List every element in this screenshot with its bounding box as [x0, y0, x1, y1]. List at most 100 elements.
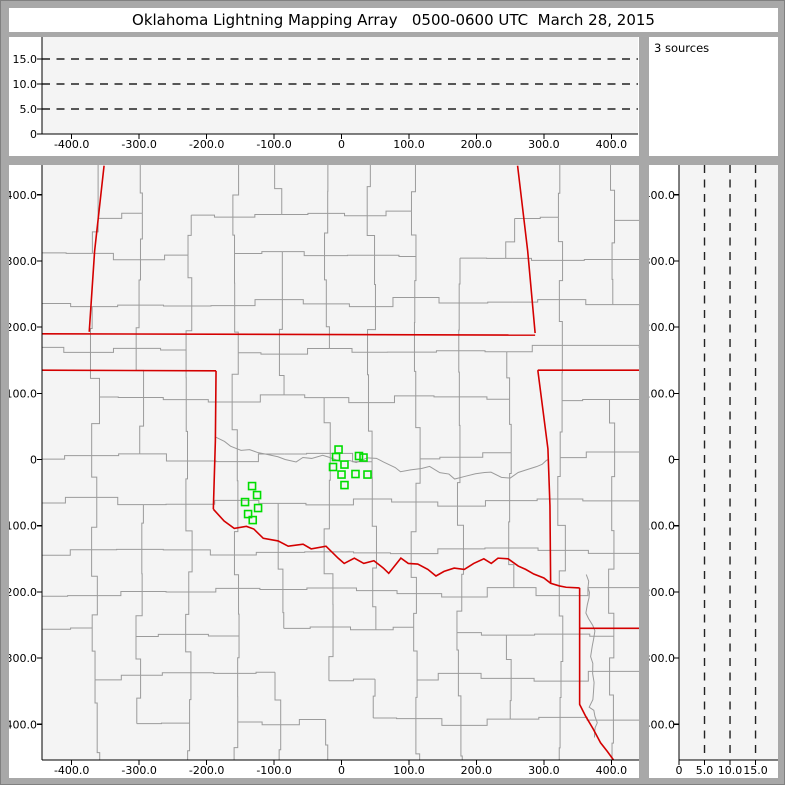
y-tick-label: -200.0	[9, 586, 37, 599]
river-line	[585, 574, 598, 738]
county-line	[367, 402, 373, 462]
y-tick-label: 300.0	[649, 255, 675, 268]
county-line	[278, 502, 330, 506]
county-line	[91, 628, 96, 680]
county-line	[514, 216, 559, 219]
county-line	[611, 220, 616, 260]
county-line	[234, 305, 239, 353]
x-tick-label: 400.0	[596, 764, 628, 777]
county-line	[324, 551, 377, 554]
county-line	[376, 552, 412, 555]
county-line	[561, 670, 610, 682]
panel-altitude-northsouth[interactable]: 400.0 300.0 200.0 100.0 0 -100.0 -200.0 -300.0 -…	[649, 165, 778, 778]
county-line	[367, 306, 376, 353]
y-tick-labels: 15.0 10.0 5.0 0	[13, 53, 42, 141]
county-line	[139, 777, 187, 778]
county-line	[231, 402, 238, 462]
county-line	[506, 351, 511, 400]
county-line	[232, 213, 282, 218]
panel-altitude-eastwest[interactable]: 15.0 10.0 5.0 0 -400.0 -300.0 -200.0 -100.0 0 100…	[9, 37, 639, 156]
county-line	[274, 165, 283, 215]
county-line	[238, 587, 283, 591]
state-borders	[42, 165, 639, 760]
county-line	[188, 549, 193, 592]
county-line	[557, 498, 612, 502]
county-line	[284, 452, 331, 455]
county-line	[512, 299, 560, 303]
county-line	[609, 399, 616, 453]
state-border-kansas-south-37N	[42, 332, 536, 336]
county-line	[505, 257, 563, 261]
lma-station-marker	[248, 515, 258, 525]
y-tick-label: 15.0	[13, 53, 38, 66]
county-line	[282, 251, 325, 257]
county-line	[614, 451, 639, 453]
county-line	[232, 165, 240, 218]
county-line	[557, 457, 561, 499]
county-line	[187, 215, 192, 256]
county-line	[91, 549, 98, 596]
county-line	[457, 673, 462, 726]
county-line	[415, 458, 421, 503]
county-line	[565, 549, 614, 554]
county-line	[562, 258, 613, 261]
county-line	[96, 721, 101, 760]
county-line	[368, 395, 416, 404]
county-line	[562, 633, 614, 637]
y-tick-label: 0	[668, 454, 675, 467]
county-line	[238, 352, 280, 355]
lma-station-marker	[359, 453, 368, 462]
county-line	[140, 672, 191, 676]
county-line	[372, 590, 417, 595]
county-line	[92, 252, 141, 261]
x-tick-label: 15.0	[743, 764, 768, 777]
county-line	[327, 212, 368, 217]
map-layers	[42, 165, 639, 778]
county-line	[611, 344, 639, 349]
sources-count-label: 3 sources	[654, 41, 710, 55]
lma-station-marker	[340, 460, 349, 469]
county-line	[185, 306, 193, 351]
county-line	[614, 219, 639, 221]
county-line	[323, 504, 330, 552]
state-border-red-river	[212, 508, 580, 589]
county-line	[91, 397, 100, 456]
y-tick-label: 100.0	[9, 387, 37, 400]
x-tick-label: -400.0	[54, 764, 89, 777]
county-line	[456, 457, 461, 507]
county-line	[459, 301, 513, 304]
county-line	[456, 632, 507, 636]
county-line	[374, 254, 416, 258]
county-line	[94, 679, 98, 722]
county-line	[371, 499, 377, 553]
county-line	[415, 718, 461, 726]
county-line	[463, 547, 509, 550]
lma-station-marker	[363, 470, 372, 479]
panel-plan-view-map[interactable]: 400.0300.0200.0100.00-100.0-200.0-300.0-…	[9, 165, 639, 778]
x-tick-labels: -400.0 -300.0 -200.0 -100.0 0 100.0 200.0 300.0…	[54, 760, 627, 777]
county-line	[458, 350, 507, 353]
county-line	[460, 718, 511, 726]
county-line	[185, 634, 192, 673]
county-line	[414, 350, 459, 353]
lma-station-marker	[340, 480, 349, 490]
county-line	[460, 725, 463, 760]
altitude-northsouth-plot: 400.0 300.0 200.0 100.0 0 -100.0 -200.0 -300.0 -…	[649, 165, 778, 777]
y-tick-label: 200.0	[9, 321, 37, 334]
county-line	[233, 500, 239, 555]
county-line	[505, 218, 516, 259]
county-line	[328, 774, 372, 776]
county-line	[416, 593, 462, 598]
county-line	[42, 627, 93, 630]
county-line	[374, 255, 376, 307]
county-line	[324, 397, 369, 404]
county-line	[187, 460, 238, 463]
county-line	[232, 394, 285, 403]
lma-station-marker	[337, 470, 346, 479]
county-line	[609, 671, 614, 721]
county-line	[186, 399, 233, 403]
county-line	[559, 299, 613, 306]
county-line	[284, 394, 325, 399]
county-line	[458, 672, 512, 679]
county-line	[139, 397, 145, 454]
